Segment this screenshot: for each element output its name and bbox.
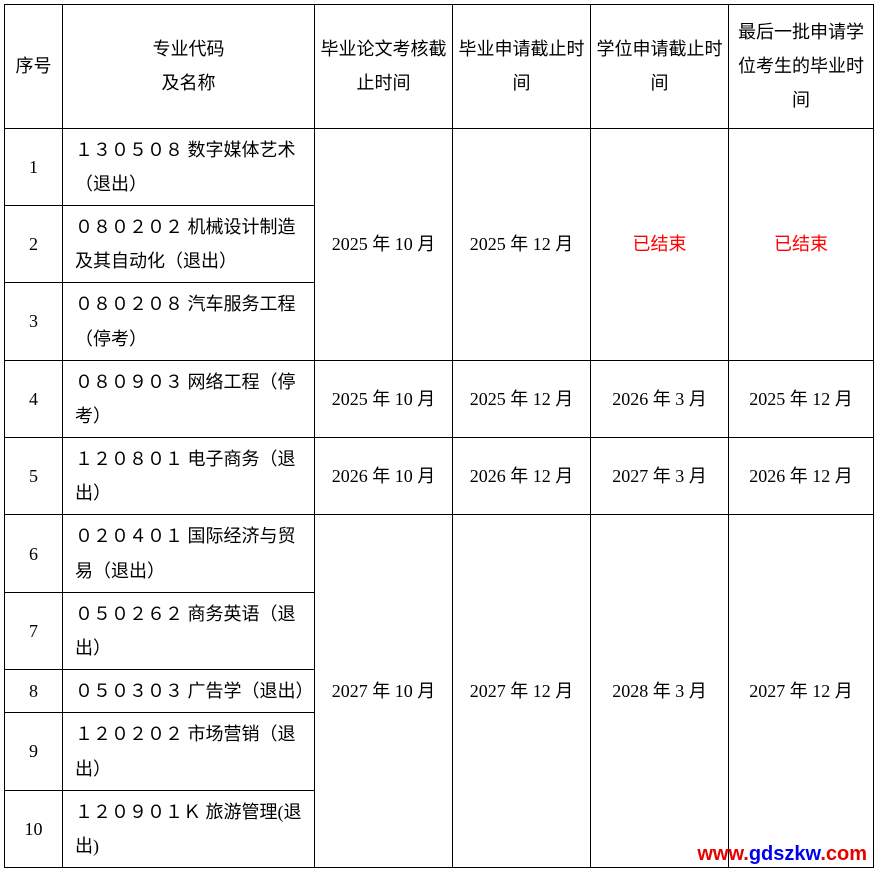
cell-idx: 1 (5, 128, 63, 205)
table-row: 4 ０８０９０３ 网络工程（停考） 2025 年 10 月 2025 年 12 … (5, 360, 874, 437)
cell-thesis: 2026 年 10 月 (315, 438, 453, 515)
cell-thesis: 2027 年 10 月 (315, 515, 453, 868)
cell-idx: 9 (5, 713, 63, 790)
col-thesis: 毕业论文考核截止时间 (315, 5, 453, 129)
cell-idx: 7 (5, 592, 63, 669)
cell-thesis: 2025 年 10 月 (315, 360, 453, 437)
cell-degree: 2026 年 3 月 (591, 360, 729, 437)
cell-major: ０８０２０８ 汽车服务工程（停考） (63, 283, 315, 360)
col-degree: 学位申请截止时间 (591, 5, 729, 129)
cell-major: １２０８０１ 电子商务（退出） (63, 438, 315, 515)
cell-idx: 8 (5, 670, 63, 713)
cell-last: 2027 年 12 月 (729, 515, 874, 868)
cell-idx: 4 (5, 360, 63, 437)
col-major: 专业代码及名称 (63, 5, 315, 129)
cell-grad: 2025 年 12 月 (453, 128, 591, 360)
cell-major: １２０９０１Ｋ 旅游管理(退出) (63, 790, 315, 867)
cell-thesis: 2025 年 10 月 (315, 128, 453, 360)
cell-last: 已结束 (729, 128, 874, 360)
cell-degree: 2028 年 3 月 (591, 515, 729, 868)
cell-major: ０５０２６２ 商务英语（退出） (63, 592, 315, 669)
schedule-table: 序号 专业代码及名称 毕业论文考核截止时间 毕业申请截止时间 学位申请截止时间 … (4, 4, 874, 868)
cell-grad: 2025 年 12 月 (453, 360, 591, 437)
table-row: 1 １３０５０８ 数字媒体艺术（退出） 2025 年 10 月 2025 年 1… (5, 128, 874, 205)
table-head: 序号 专业代码及名称 毕业论文考核截止时间 毕业申请截止时间 学位申请截止时间 … (5, 5, 874, 129)
watermark-part1: www. (697, 843, 748, 865)
cell-last: 2025 年 12 月 (729, 360, 874, 437)
cell-idx: 2 (5, 205, 63, 282)
cell-degree: 2027 年 3 月 (591, 438, 729, 515)
table-row: 5 １２０８０１ 电子商务（退出） 2026 年 10 月 2026 年 12 … (5, 438, 874, 515)
cell-major: １３０５０８ 数字媒体艺术（退出） (63, 128, 315, 205)
cell-idx: 3 (5, 283, 63, 360)
cell-grad: 2027 年 12 月 (453, 515, 591, 868)
cell-major: １２０２０２ 市场营销（退出） (63, 713, 315, 790)
cell-last: 2026 年 12 月 (729, 438, 874, 515)
cell-major: ０５０３０３ 广告学（退出） (63, 670, 315, 713)
col-grad: 毕业申请截止时间 (453, 5, 591, 129)
cell-major: ０８０２０２ 机械设计制造及其自动化（退出） (63, 205, 315, 282)
table-row: 6 ０２０４０１ 国际经济与贸易（退出） 2027 年 10 月 2027 年 … (5, 515, 874, 592)
watermark: www.gdszkw.com (697, 843, 867, 866)
cell-major: ０２０４０１ 国际经济与贸易（退出） (63, 515, 315, 592)
watermark-part3: .com (820, 843, 867, 865)
cell-idx: 10 (5, 790, 63, 867)
col-idx: 序号 (5, 5, 63, 129)
cell-major: ０８０９０３ 网络工程（停考） (63, 360, 315, 437)
cell-degree: 已结束 (591, 128, 729, 360)
cell-idx: 5 (5, 438, 63, 515)
watermark-part2: gdszkw (749, 843, 821, 865)
cell-grad: 2026 年 12 月 (453, 438, 591, 515)
col-last: 最后一批申请学位考生的毕业时间 (729, 5, 874, 129)
cell-idx: 6 (5, 515, 63, 592)
